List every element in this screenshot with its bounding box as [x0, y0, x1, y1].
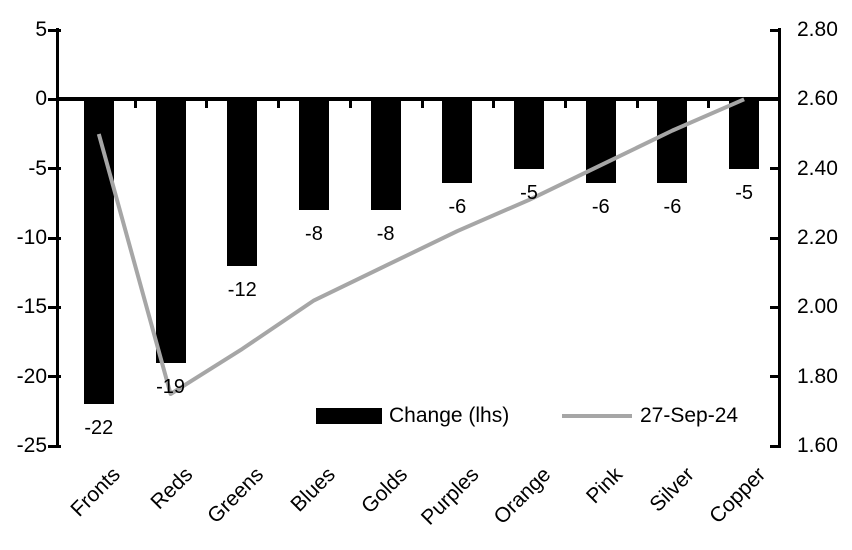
right-axis-tick-label: 2.20: [797, 226, 838, 249]
left-axis-tick: [48, 305, 61, 309]
bar-orange: [514, 99, 545, 169]
right-axis-tick-label: 2.00: [797, 295, 838, 319]
bar-reds: [155, 99, 186, 363]
bar-value-label: -8: [305, 223, 323, 246]
left-axis-tick: [48, 97, 61, 101]
right-axis-tick-label: 2.60: [797, 87, 838, 111]
category-axis-tick: [133, 101, 137, 109]
right-axis-tick: [770, 236, 781, 240]
left-axis-tick-label: 5: [35, 18, 47, 41]
line-series-swatch-icon: [562, 414, 632, 418]
bar-value-label: -8: [376, 223, 395, 246]
category-axis-tick: [635, 101, 639, 109]
left-axis-tick-label: 0: [35, 87, 47, 111]
bar-fronts: [83, 99, 114, 405]
bar-value-label: -6: [448, 195, 467, 218]
right-axis-tick: [770, 167, 781, 171]
left-axis-tick: [48, 444, 61, 448]
bar-value-label: -19: [156, 375, 185, 398]
left-axis-tick-label: -20: [16, 364, 47, 388]
right-axis-tick: [770, 305, 781, 309]
bar-purples: [442, 99, 473, 183]
right-axis-tick-label: 1.80: [797, 364, 838, 388]
left-axis-tick: [48, 167, 61, 171]
left-axis-tick-label: -15: [16, 295, 47, 319]
right-axis-tick: [770, 28, 781, 32]
legend-label-change-lhs: Change (lhs): [389, 404, 510, 427]
legend-label-27-sep-24: 27-Sep-24: [640, 404, 739, 427]
right-axis-tick: [770, 444, 781, 448]
line-series-path: [96, 97, 745, 396]
bar-value-label: -12: [227, 278, 257, 301]
left-axis-tick-label: -25: [16, 434, 47, 457]
bar-value-label: -22: [84, 417, 114, 440]
bar-value-label: -5: [735, 181, 754, 204]
category-axis-tick: [707, 101, 711, 109]
zero-baseline: [56, 97, 780, 102]
category-axis-tick: [277, 101, 281, 109]
right-axis-tick-label: 2.80: [797, 18, 838, 41]
left-axis-tick-label: -5: [28, 156, 47, 180]
right-axis-tick: [770, 97, 781, 101]
legend-item-27-sep-24: 27-Sep-24: [562, 404, 738, 428]
category-axis-tick: [420, 101, 424, 109]
bar-silver: [657, 99, 688, 183]
bar-value-label: -5: [520, 181, 538, 204]
left-axis-tick-label: -10: [16, 226, 47, 249]
bar-copper: [729, 99, 760, 169]
left-axis-tick: [48, 375, 61, 379]
category-axis-tick: [563, 101, 567, 109]
right-axis-tick-label: 2.40: [797, 156, 838, 180]
right-axis-tick: [770, 375, 781, 379]
category-axis-tick: [205, 101, 209, 109]
right-axis-tick-label: 1.60: [797, 434, 838, 457]
bar-greens: [227, 99, 258, 266]
bar-value-label: -6: [663, 195, 682, 218]
bar-series-swatch-icon: [316, 408, 382, 424]
bar-value-label: -6: [591, 195, 610, 218]
legend-item-change-lhs: Change (lhs): [316, 404, 509, 428]
left-axis-tick: [48, 236, 61, 240]
category-axis-tick: [492, 101, 496, 109]
bar-golds: [370, 99, 401, 211]
bar-blues: [298, 99, 329, 211]
category-axis-tick: [348, 101, 352, 109]
left-axis-tick: [48, 28, 61, 32]
